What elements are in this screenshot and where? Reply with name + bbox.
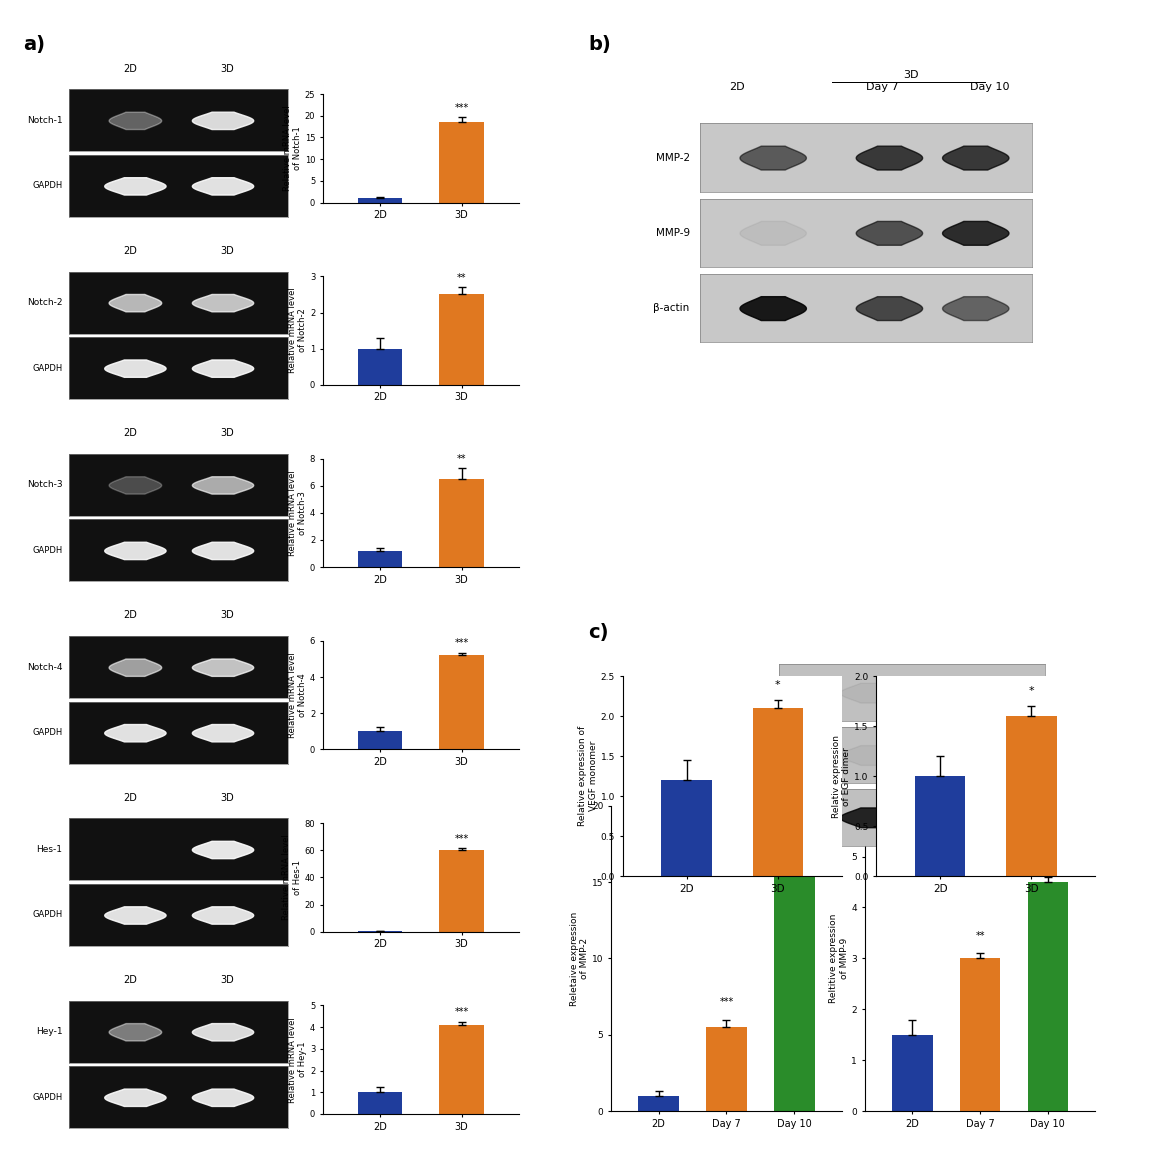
- Text: Notch-4: Notch-4: [28, 663, 62, 671]
- Text: 2D: 2D: [123, 975, 137, 985]
- Text: 2D: 2D: [123, 246, 137, 256]
- Y-axis label: Relative mRNA level
of Notch-4: Relative mRNA level of Notch-4: [287, 653, 307, 739]
- Text: ***: ***: [454, 1008, 469, 1017]
- Bar: [439, 1025, 484, 1114]
- Text: GAPDH: GAPDH: [32, 181, 62, 191]
- Bar: [439, 122, 484, 202]
- Text: GAPDH: GAPDH: [32, 910, 62, 920]
- Text: Notch-1: Notch-1: [27, 116, 62, 125]
- Bar: [357, 550, 402, 567]
- Bar: [357, 199, 402, 202]
- Y-axis label: Relative mRNA level
of Hes-1: Relative mRNA level of Hes-1: [282, 835, 302, 921]
- Text: ***: ***: [454, 102, 469, 113]
- Text: Hes-1: Hes-1: [37, 846, 62, 854]
- Text: VEGF monomer: VEGF monomer: [692, 750, 768, 760]
- Text: 2D: 2D: [123, 610, 137, 621]
- Text: 2D: 2D: [123, 428, 137, 439]
- Text: c): c): [588, 623, 609, 642]
- Y-axis label: Relative mRNA level
of Notch-1: Relative mRNA level of Notch-1: [282, 106, 302, 192]
- Bar: [357, 1093, 402, 1114]
- Text: VEGF dimer: VEGF dimer: [710, 688, 768, 697]
- Text: GAPDH: GAPDH: [32, 546, 62, 555]
- Text: 3D: 3D: [220, 428, 234, 439]
- Text: 2D: 2D: [729, 81, 745, 92]
- Text: **: **: [975, 931, 985, 941]
- Bar: [959, 958, 1001, 1111]
- Bar: [706, 1028, 747, 1111]
- Text: ***: ***: [787, 833, 801, 842]
- Text: 3D: 3D: [220, 246, 234, 256]
- Text: Hey-1: Hey-1: [36, 1028, 62, 1036]
- Text: GAPDH: GAPDH: [32, 1093, 62, 1102]
- Text: Day 7: Day 7: [866, 81, 898, 92]
- Text: β-actin: β-actin: [654, 303, 689, 313]
- Y-axis label: Reletaive expression
of MMP-2: Reletaive expression of MMP-2: [570, 911, 589, 1005]
- Y-axis label: Relative expression of
VEGF monomer: Relative expression of VEGF monomer: [579, 726, 597, 827]
- Bar: [639, 1096, 679, 1111]
- Bar: [915, 776, 965, 876]
- Text: GAPDH: GAPDH: [32, 363, 62, 373]
- Bar: [753, 708, 802, 876]
- Text: 3D: 3D: [220, 610, 234, 621]
- Text: ***: ***: [454, 834, 469, 844]
- Text: a): a): [23, 35, 45, 54]
- Text: Notch-3: Notch-3: [27, 481, 62, 489]
- Text: **: **: [457, 454, 467, 463]
- Y-axis label: Relative mRNA level
of Notch-3: Relative mRNA level of Notch-3: [287, 470, 307, 556]
- Y-axis label: Relative mRNA level
of Notch-2: Relative mRNA level of Notch-2: [287, 288, 307, 374]
- Bar: [662, 780, 711, 876]
- Bar: [892, 1035, 933, 1111]
- Text: *: *: [1028, 686, 1034, 696]
- Bar: [357, 348, 402, 385]
- Text: ***: ***: [719, 997, 733, 1008]
- Text: Notch-2: Notch-2: [28, 299, 62, 307]
- Y-axis label: Relativ expression
of EGF dimer: Relativ expression of EGF dimer: [832, 735, 851, 817]
- Bar: [439, 294, 484, 385]
- Text: 3D: 3D: [220, 64, 234, 74]
- Text: b): b): [588, 35, 611, 54]
- Text: 3D: 3D: [220, 793, 234, 803]
- Bar: [439, 850, 484, 931]
- Text: MMP-9: MMP-9: [656, 228, 689, 238]
- Bar: [1027, 882, 1068, 1111]
- Text: MMP-2: MMP-2: [656, 153, 689, 162]
- Text: *: *: [775, 680, 781, 690]
- Text: ***: ***: [454, 639, 469, 648]
- Text: 3D: 3D: [220, 975, 234, 985]
- Y-axis label: Reltitive expression
of MMP-9: Reltitive expression of MMP-9: [829, 914, 849, 1003]
- Bar: [1007, 716, 1056, 876]
- Text: Day 10: Day 10: [971, 81, 1010, 92]
- Bar: [357, 731, 402, 749]
- Text: β-actin: β-actin: [733, 813, 768, 822]
- Y-axis label: Relative mRNA level
of Hey-1: Relative mRNA level of Hey-1: [287, 1017, 307, 1103]
- Text: 2D: 2D: [123, 793, 137, 803]
- Bar: [439, 479, 484, 567]
- Text: **: **: [457, 273, 467, 283]
- Text: GAPDH: GAPDH: [32, 728, 62, 737]
- Text: 3D: 3D: [904, 69, 919, 80]
- Text: ***: ***: [1041, 855, 1055, 864]
- Bar: [439, 655, 484, 749]
- Bar: [774, 867, 814, 1111]
- Text: 2D: 2D: [123, 64, 137, 74]
